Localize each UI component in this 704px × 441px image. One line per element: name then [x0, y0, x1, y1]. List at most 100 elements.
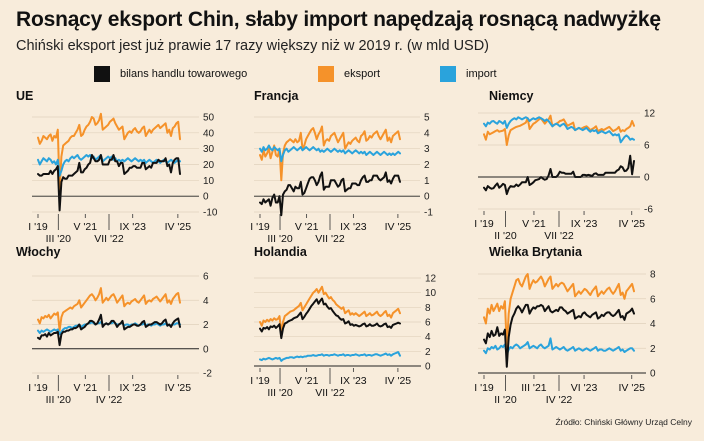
y-tick-label: 0: [425, 362, 431, 373]
x-tick-label: I '19: [250, 375, 270, 387]
legend-swatch-import: [440, 66, 456, 82]
x-tick-label: VI '23: [571, 382, 598, 394]
x-tick-label: VII '22: [315, 233, 345, 245]
y-tick-label: 30: [203, 144, 215, 155]
x-tick-label: I '19: [474, 382, 494, 394]
chart-panel: UE -10 0 10 20 30 40 50 I '19 V '21 IX '23 IV '25 II…: [16, 89, 218, 245]
x-tick-label: III '20: [267, 233, 293, 245]
chart-panel: Francja -1 0 1 2 3 4 5 I '19 V '21 IX '23 IV '25 III…: [250, 89, 433, 245]
y-tick-label: 2: [203, 320, 209, 331]
legend-item-balance: bilans handlu towarowego: [94, 66, 247, 82]
x-tick-label: II '20: [494, 394, 517, 406]
y-tick-label: 10: [425, 288, 437, 299]
x-tick-label: IV '22: [546, 394, 573, 406]
legend-label-balance: bilans handlu towarowego: [120, 68, 248, 80]
y-tick-label: 0: [424, 192, 430, 203]
y-tick-label: 2: [650, 344, 656, 355]
x-tick-label: IX '23: [571, 218, 598, 230]
y-tick-label: 2: [424, 160, 430, 171]
x-tick-label: IX '23: [119, 382, 146, 394]
x-tick-label: V '21: [295, 375, 319, 387]
y-tick-label: 50: [203, 113, 215, 124]
page-title: Rosnący eksport Chin, słaby import napęd…: [16, 8, 661, 31]
legend-label-import: import: [466, 68, 497, 80]
x-tick-label: V '21: [295, 221, 319, 233]
series-line-balance: [483, 303, 635, 368]
source-note: Źródło: Chiński Główny Urząd Celny: [555, 417, 692, 427]
chart-title: Włochy: [16, 245, 60, 259]
y-tick-label: 6: [644, 141, 650, 152]
y-tick-label: 4: [425, 332, 431, 343]
x-tick-label: II '20: [494, 230, 517, 242]
y-tick-label: 1: [424, 176, 430, 187]
chart-panel: Włochy -2 0 2 4 6 I '19 V '21 IX '23 IV '25 III '2…: [16, 245, 212, 406]
y-tick-label: -10: [203, 208, 218, 219]
series-line-import: [483, 116, 635, 144]
x-tick-label: IV '25: [165, 221, 192, 233]
x-tick-label: IX '23: [340, 221, 367, 233]
chart-title: Niemcy: [489, 89, 534, 103]
y-tick-label: 8: [650, 270, 656, 281]
x-tick-label: VII '22: [94, 233, 124, 245]
series-line-import: [259, 144, 401, 163]
page-subtitle: Chiński eksport jest już prawie 17 razy …: [16, 38, 490, 54]
y-tick-label: -2: [203, 369, 212, 380]
y-tick-label: 4: [650, 319, 656, 330]
x-tick-label: IX '23: [340, 375, 367, 387]
chart-title: Wielka Brytania: [489, 245, 583, 259]
y-tick-label: 4: [424, 128, 430, 139]
x-tick-label: V '21: [522, 218, 546, 230]
series-line-import: [483, 337, 635, 356]
y-tick-label: 0: [644, 173, 650, 184]
legend-swatch-export: [318, 66, 334, 82]
chart-panel: Niemcy -6 0 6 12 I '19 V '21 IX '23 IV '25 II '20…: [474, 89, 655, 242]
legend-item-import: import: [440, 66, 497, 82]
y-tick-label: 6: [650, 294, 656, 305]
series-line-export: [483, 273, 635, 350]
x-tick-label: III '20: [267, 387, 293, 399]
x-tick-label: I '19: [474, 218, 494, 230]
series-line-export: [37, 112, 181, 191]
series-line-import: [259, 351, 401, 362]
x-tick-label: III '20: [46, 394, 72, 406]
legend-item-export: eksport: [318, 66, 380, 82]
x-tick-label: V '21: [73, 221, 97, 233]
y-tick-label: 0: [203, 344, 209, 355]
x-tick-label: I '19: [250, 221, 270, 233]
y-tick-label: -6: [644, 205, 653, 216]
x-tick-label: I '19: [28, 221, 48, 233]
y-tick-label: 6: [203, 272, 209, 283]
series-line-import: [37, 154, 181, 177]
x-tick-label: IV '25: [385, 221, 412, 233]
legend-swatch-balance: [94, 66, 110, 82]
x-tick-label: IV '25: [618, 382, 645, 394]
y-tick-label: 2: [425, 347, 431, 358]
y-tick-label: 40: [203, 128, 215, 139]
y-tick-label: 20: [203, 160, 215, 171]
chart-panel: Holandia 0 2 4 6 8 10 12 I '19 V '21 IX '23 IV '25 I…: [250, 245, 436, 399]
y-tick-label: 12: [425, 274, 437, 285]
x-tick-label: I '19: [28, 382, 48, 394]
x-tick-label: VII '22: [315, 387, 345, 399]
y-tick-label: 6: [425, 318, 431, 329]
y-tick-label: 4: [203, 296, 209, 307]
series-line-balance: [37, 313, 181, 347]
x-tick-label: IV '25: [618, 218, 645, 230]
x-tick-label: III '20: [46, 233, 72, 245]
y-tick-label: 5: [424, 113, 430, 124]
y-tick-label: 3: [424, 144, 430, 155]
y-tick-label: -1: [424, 208, 433, 219]
series-line-balance: [259, 297, 401, 340]
series-line-export: [37, 287, 181, 332]
y-tick-label: 10: [203, 176, 215, 187]
x-tick-label: III '21: [521, 382, 547, 394]
series-line-balance: [259, 171, 401, 217]
series-line-export: [483, 114, 635, 146]
x-tick-label: V '21: [73, 382, 97, 394]
chart-title: Francja: [254, 89, 300, 103]
chart-title: Holandia: [254, 245, 308, 259]
legend-label-export: eksport: [344, 68, 381, 80]
x-tick-label: IV '25: [385, 375, 412, 387]
